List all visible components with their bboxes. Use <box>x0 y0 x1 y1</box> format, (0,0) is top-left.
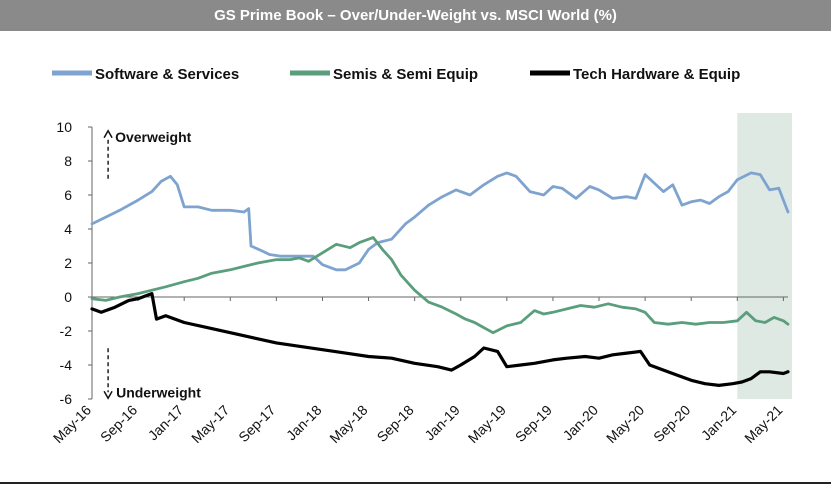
bottom-rule <box>0 482 831 484</box>
legend-label-1: Software & Services <box>95 66 239 83</box>
legend-label-2: Semis & Semi Equip <box>333 66 478 83</box>
x-tick-label-0: May-16 <box>50 402 94 446</box>
x-tick-label-8: Jan-19 <box>421 402 463 444</box>
x-tick-label-12: May-20 <box>603 402 647 446</box>
chart: Software & Services Semis & Semi Equip Tec… <box>50 66 792 446</box>
overweight-label: Overweight <box>115 129 192 145</box>
overweight-arrow-head <box>103 129 113 139</box>
x-tick-label-14: Jan-21 <box>698 402 740 444</box>
x-tick-label-15: May-21 <box>741 402 785 446</box>
x-tick-label-1: Sep-16 <box>97 402 140 445</box>
y-tick-label-5: 0 <box>64 289 72 305</box>
y-tick-label-7: -4 <box>60 357 73 373</box>
chart-title: GS Prime Book – Over/Under-Weight vs. MS… <box>0 0 831 31</box>
x-tick-label-11: Jan-20 <box>560 402 602 444</box>
x-tick-label-3: May-17 <box>188 402 232 446</box>
underweight-label: Underweight <box>116 384 201 400</box>
y-tick-label-1: 8 <box>64 153 72 169</box>
x-tick-label-4: Sep-17 <box>235 402 278 445</box>
x-tick-label-5: Jan-18 <box>283 402 325 444</box>
x-tick-label-9: May-19 <box>465 402 509 446</box>
x-tick-label-7: Sep-18 <box>374 402 417 445</box>
shaded-region <box>737 113 792 399</box>
y-tick-label-2: 6 <box>64 187 72 203</box>
series-line-1 <box>90 171 790 272</box>
x-tick-label-2: Jan-17 <box>145 402 187 444</box>
y-tick-label-4: 2 <box>64 255 72 271</box>
y-tick-label-3: 4 <box>64 221 72 237</box>
x-tick-label-10: Sep-19 <box>512 402 555 445</box>
series-line-3 <box>90 292 790 387</box>
x-tick-label-13: Sep-20 <box>650 402 693 445</box>
series-line-2 <box>90 236 790 335</box>
x-tick-label-6: May-18 <box>326 402 370 446</box>
y-tick-label-0: 10 <box>56 119 72 135</box>
y-tick-label-8: -6 <box>60 391 73 407</box>
legend-label-3: Tech Hardware & Equip <box>573 66 740 83</box>
y-tick-label-6: -2 <box>60 323 73 339</box>
underweight-arrow-head <box>103 390 113 400</box>
